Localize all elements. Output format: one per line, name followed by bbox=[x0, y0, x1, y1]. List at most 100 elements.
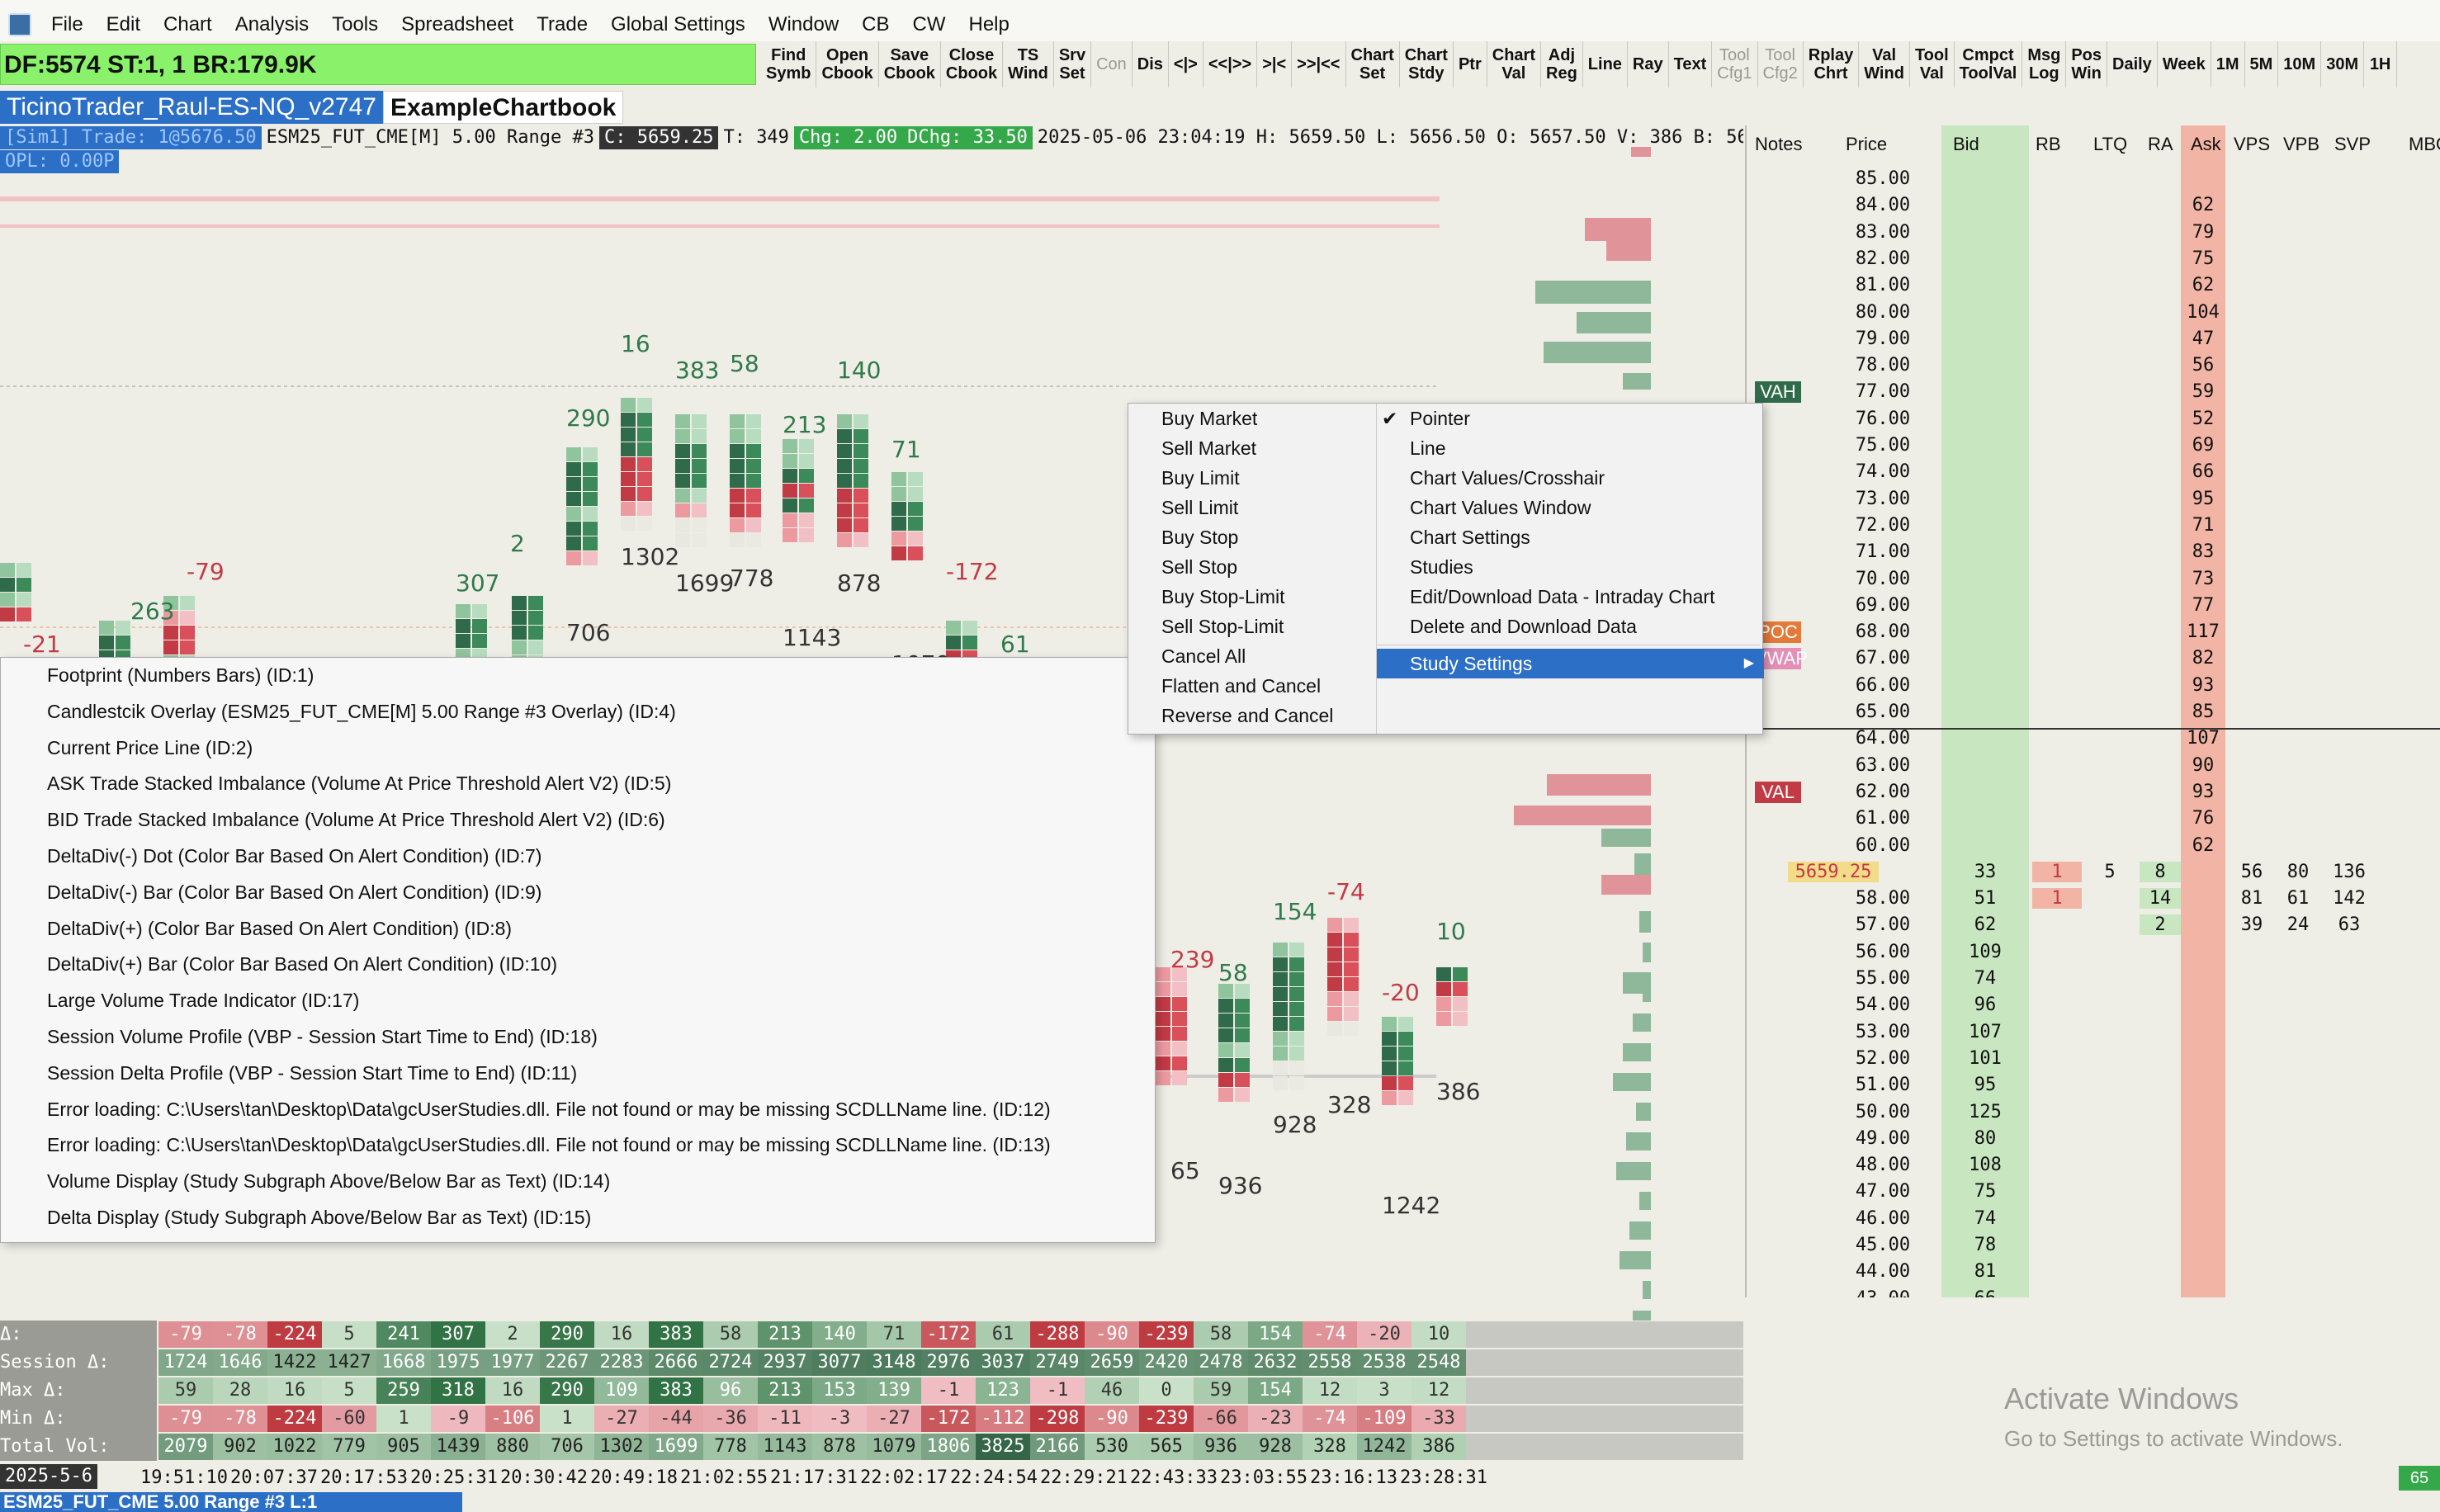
study-item[interactable]: Error loading: C:\Users\tan\Desktop\Data… bbox=[47, 1098, 1051, 1120]
toolbar-button-daily[interactable]: Daily bbox=[2107, 41, 2158, 87]
dom-row[interactable]: 49.00 80 bbox=[1747, 1128, 2440, 1155]
menu-item-chart-values-crosshair[interactable]: Chart Values/Crosshair bbox=[1377, 463, 1764, 493]
dom-row[interactable]: 44.00 81 bbox=[1747, 1261, 2440, 1288]
study-item[interactable]: DeltaDiv(+) (Color Bar Based On Alert Co… bbox=[47, 917, 513, 939]
toolbar-button-10m[interactable]: 10M bbox=[2278, 41, 2322, 87]
dom-row[interactable]: 51.00 95 bbox=[1747, 1075, 2440, 1101]
study-item[interactable]: Footprint (Numbers Bars) (ID:1) bbox=[47, 664, 314, 686]
dom-row[interactable]: 69.00 77 bbox=[1747, 595, 2440, 621]
dom-row[interactable]: 43.00 66 bbox=[1747, 1288, 2440, 1297]
toolbar-button-chartval[interactable]: Chart Val bbox=[1487, 41, 1541, 87]
dom-row[interactable]: 67.00 82 VWAP bbox=[1747, 648, 2440, 674]
dom-row[interactable]: 74.00 66 bbox=[1747, 461, 2440, 488]
dom-row[interactable]: 46.00 74 bbox=[1747, 1208, 2440, 1235]
menu-help[interactable]: Help bbox=[968, 12, 1010, 35]
study-item[interactable]: Delta Display (Study Subgraph Above/Belo… bbox=[47, 1206, 592, 1228]
toolbar-button-30m[interactable]: 30M bbox=[2321, 41, 2365, 87]
dom-row[interactable]: 56.00 109 bbox=[1747, 942, 2440, 968]
toolbar-button-opencbook[interactable]: Open Cbook bbox=[816, 41, 879, 87]
dom-row[interactable]: 72.00 71 bbox=[1747, 515, 2440, 541]
menu-item-sell-stop-limit[interactable]: Sell Stop-Limit bbox=[1161, 616, 1284, 637]
toolbar-button-rplaychrt[interactable]: Rplay Chrt bbox=[1804, 41, 1860, 87]
dom-row[interactable]: 80.00 104 bbox=[1747, 302, 2440, 328]
tab-active-chartbook[interactable]: TicinoTrader_Raul-ES-NQ_v2747 bbox=[0, 91, 383, 124]
menu-trade[interactable]: Trade bbox=[537, 12, 589, 35]
dom-row[interactable]: 75.00 69 bbox=[1747, 435, 2440, 461]
study-item[interactable]: Large Volume Trade Indicator (ID:17) bbox=[47, 990, 360, 1012]
dom-row[interactable]: 50.00 125 bbox=[1747, 1102, 2440, 1128]
dom-row[interactable]: 62.00 93 VAL bbox=[1747, 781, 2440, 808]
toolbar-button-toolcfg2[interactable]: Tool Cfg2 bbox=[1758, 41, 1804, 87]
menu-item-sell-limit[interactable]: Sell Limit bbox=[1161, 497, 1239, 518]
study-item[interactable]: BID Trade Stacked Imbalance (Volume At P… bbox=[47, 809, 665, 831]
menu-item-chart-settings[interactable]: Chart Settings bbox=[1377, 522, 1764, 552]
dom-row[interactable]: 63.00 90 bbox=[1747, 755, 2440, 782]
study-item[interactable]: Volume Display (Study Subgraph Above/Bel… bbox=[47, 1170, 611, 1193]
dom-row[interactable]: 82.00 75 bbox=[1747, 248, 2440, 275]
toolbar-button-chartstdy[interactable]: Chart Stdy bbox=[1400, 41, 1454, 87]
toolbar-button-1m[interactable]: 1M bbox=[2211, 41, 2245, 87]
toolbar-button-toolval[interactable]: Tool Val bbox=[1910, 41, 1955, 87]
dom-row[interactable]: 70.00 73 bbox=[1747, 569, 2440, 595]
menu-item-line[interactable]: Line bbox=[1377, 433, 1764, 463]
menu-cw[interactable]: CW bbox=[912, 12, 946, 35]
dom-row[interactable]: 53.00 107 bbox=[1747, 1022, 2440, 1048]
dom-row[interactable]: 52.00 101 bbox=[1747, 1048, 2440, 1075]
toolbar-button-text[interactable]: Text bbox=[1669, 41, 1713, 87]
study-item[interactable]: Candlestcik Overlay (ESM25_FUT_CME[M] 5.… bbox=[47, 700, 676, 722]
toolbar-button-valwind[interactable]: Val Wind bbox=[1859, 41, 1910, 87]
dom-row[interactable]: 64.00 107 bbox=[1747, 728, 2440, 754]
study-item[interactable]: Session Volume Profile (VBP - Session St… bbox=[47, 1025, 598, 1047]
dom-row[interactable]: 45.00 78 bbox=[1747, 1235, 2440, 1261]
study-item[interactable]: ASK Trade Stacked Imbalance (Volume At P… bbox=[47, 773, 672, 795]
menu-item-buy-limit[interactable]: Buy Limit bbox=[1161, 467, 1240, 489]
dom-row[interactable]: 81.00 62 bbox=[1747, 275, 2440, 301]
menu-item-pointer[interactable]: ✔ Pointer bbox=[1377, 404, 1764, 433]
menu-global-settings[interactable]: Global Settings bbox=[611, 12, 745, 35]
menu-spreadsheet[interactable]: Spreadsheet bbox=[401, 12, 514, 35]
toolbar-button-tswind[interactable]: TS Wind bbox=[1003, 41, 1054, 87]
dom-row[interactable]: 84.00 62 bbox=[1747, 195, 2440, 221]
menu-item-cancel-all[interactable]: Cancel All bbox=[1161, 645, 1246, 667]
dom-row[interactable]: 71.00 83 bbox=[1747, 541, 2440, 568]
dom-row[interactable]: 77.00 59 VAH bbox=[1747, 381, 2440, 408]
toolbar-button-adjreg[interactable]: Adj Reg bbox=[1541, 41, 1583, 87]
study-item[interactable]: Error loading: C:\Users\tan\Desktop\Data… bbox=[47, 1134, 1051, 1156]
menu-cb[interactable]: CB bbox=[862, 12, 890, 35]
menu-item-buy-stop-limit[interactable]: Buy Stop-Limit bbox=[1161, 586, 1285, 607]
dom-row[interactable]: 57.00 62 2 39 24 63 bbox=[1747, 914, 2440, 941]
dom-row[interactable]: 47.00 75 bbox=[1747, 1181, 2440, 1207]
toolbar-button-savecbook[interactable]: Save Cbook bbox=[879, 41, 941, 87]
toolbar-button-msglog[interactable]: Msg Log bbox=[2022, 41, 2067, 87]
toolbar-button-dis[interactable]: Dis bbox=[1133, 41, 1169, 87]
dom-row[interactable]: 68.00 117 POC bbox=[1747, 621, 2440, 648]
menu-item-edit-download-data-intraday-chart[interactable]: Edit/Download Data - Intraday Chart bbox=[1377, 582, 1764, 612]
study-item[interactable]: DeltaDiv(-) Bar (Color Bar Based On Aler… bbox=[47, 881, 542, 903]
study-item[interactable]: Current Price Line (ID:2) bbox=[47, 736, 253, 758]
menu-item-reverse-and-cancel[interactable]: Reverse and Cancel bbox=[1161, 705, 1334, 726]
toolbar-button-week[interactable]: Week bbox=[2158, 41, 2211, 87]
study-item[interactable]: DeltaDiv(-) Dot (Color Bar Based On Aler… bbox=[47, 844, 542, 867]
menu-item-sell-stop[interactable]: Sell Stop bbox=[1161, 556, 1238, 578]
dom-row[interactable]: 79.00 47 bbox=[1747, 328, 2440, 355]
dom-row[interactable]: 61.00 76 bbox=[1747, 808, 2440, 834]
menu-item-sell-market[interactable]: Sell Market bbox=[1161, 437, 1257, 459]
toolbar-button-chartset[interactable]: Chart Set bbox=[1346, 41, 1400, 87]
dom-row[interactable]: 55.00 74 bbox=[1747, 968, 2440, 995]
dom-row[interactable]: 76.00 52 bbox=[1747, 409, 2440, 435]
toolbar-button-[interactable]: >|< bbox=[1257, 41, 1293, 87]
dom-row[interactable]: 60.00 62 bbox=[1747, 835, 2440, 862]
dom-row[interactable]: 48.00 108 bbox=[1747, 1155, 2440, 1181]
menu-item-chart-values-window[interactable]: Chart Values Window bbox=[1377, 493, 1764, 522]
dom-row[interactable]: 85.00 bbox=[1747, 168, 2440, 195]
menu-item-delete-and-download-data[interactable]: Delete and Download Data bbox=[1377, 612, 1764, 641]
toolbar-button-5m[interactable]: 5M bbox=[2245, 41, 2279, 87]
menu-tools[interactable]: Tools bbox=[332, 12, 379, 35]
toolbar-button-ray[interactable]: Ray bbox=[1628, 41, 1669, 87]
menu-item-study-settings[interactable]: Study Settings ▶ bbox=[1377, 649, 1764, 678]
toolbar-button-[interactable]: <|> bbox=[1169, 41, 1203, 87]
dom-row[interactable]: 5659.25 33 1 5 8 56 80 136 bbox=[1747, 861, 2440, 888]
toolbar-button-[interactable]: <<|>> bbox=[1203, 41, 1258, 87]
dom-row[interactable]: 65.00 85 bbox=[1747, 702, 2440, 728]
menu-edit[interactable]: Edit bbox=[106, 12, 141, 35]
